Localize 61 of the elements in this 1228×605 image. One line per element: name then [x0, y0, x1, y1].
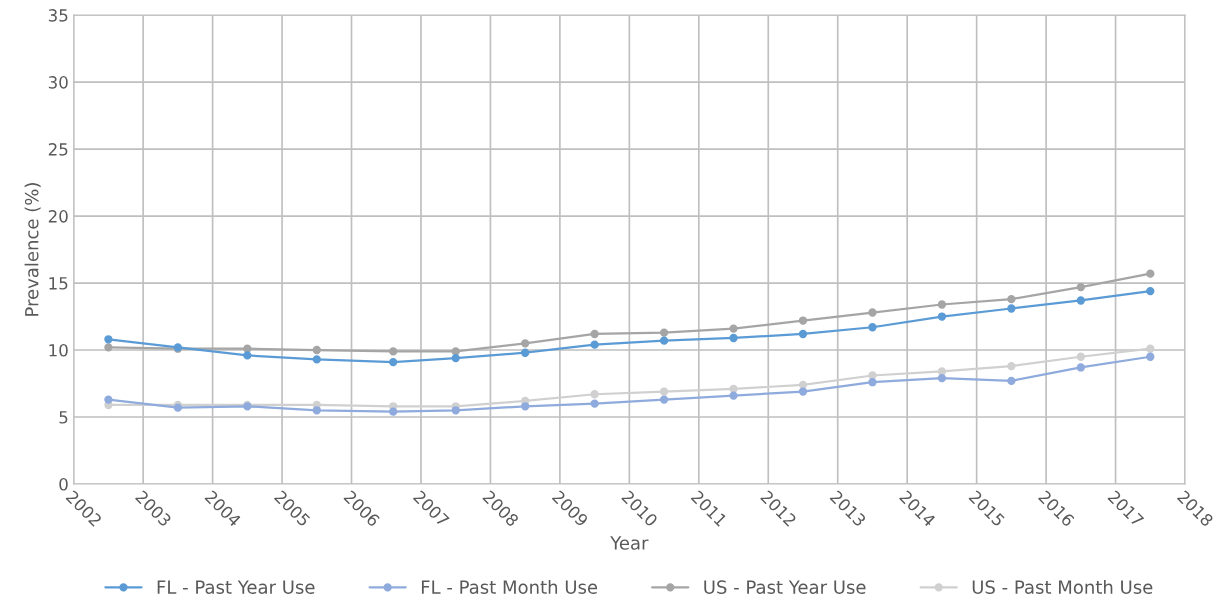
point: [659, 387, 669, 396]
point: [868, 378, 877, 387]
legend-label: US - Past Year Use: [704, 580, 866, 594]
point: [1076, 352, 1085, 361]
point: [312, 345, 321, 355]
point: [729, 333, 738, 343]
point: [590, 329, 599, 339]
point: [243, 351, 252, 360]
point: [1007, 304, 1016, 313]
point: [729, 391, 738, 400]
point: [104, 335, 113, 344]
point: [104, 343, 113, 352]
point: [104, 395, 113, 404]
point: [1146, 352, 1155, 361]
point: [1007, 294, 1016, 304]
point: [868, 323, 877, 332]
point: [659, 328, 669, 337]
point: [1076, 282, 1085, 292]
point: [389, 407, 398, 416]
y-tick-label: 0: [59, 477, 68, 491]
point: [389, 357, 398, 367]
y-tick-label: 15: [49, 277, 68, 290]
point: [1076, 296, 1085, 305]
point: [937, 300, 947, 309]
x-axis-title: Year: [610, 536, 649, 550]
point: [1146, 269, 1155, 278]
point: [798, 316, 808, 325]
point: [937, 312, 947, 321]
point: [590, 399, 599, 408]
point: [312, 406, 321, 415]
point: [798, 387, 808, 396]
point: [521, 402, 530, 411]
y-tick-label: 35: [48, 9, 68, 22]
point: [1076, 363, 1085, 372]
y-tick-label: 5: [59, 411, 68, 424]
point: [868, 308, 877, 317]
legend-label: FL - Past Month Use: [421, 579, 598, 594]
y-tick-label: 30: [48, 76, 68, 89]
point: [659, 395, 669, 404]
point: [729, 324, 738, 333]
point: [798, 329, 808, 339]
y-tick-label: 20: [48, 210, 68, 223]
point: [1146, 344, 1155, 353]
point: [451, 406, 460, 415]
point: [590, 390, 599, 399]
legend-label: US - Past Month Use: [972, 579, 1153, 594]
y-tick-label: 25: [48, 143, 68, 156]
point: [451, 353, 460, 363]
point: [521, 348, 530, 357]
point: [312, 355, 321, 364]
point: [937, 374, 947, 383]
y-tick-label: 10: [49, 344, 68, 357]
point: [1007, 361, 1016, 371]
point: [1007, 376, 1016, 386]
point: [389, 347, 398, 356]
point: [590, 340, 599, 349]
point: [1146, 286, 1155, 296]
point: [521, 339, 530, 348]
point: [659, 336, 669, 345]
legend-label: FL - Past Year Use: [157, 580, 315, 594]
y-axis-title: Prevalence (%): [24, 183, 41, 316]
